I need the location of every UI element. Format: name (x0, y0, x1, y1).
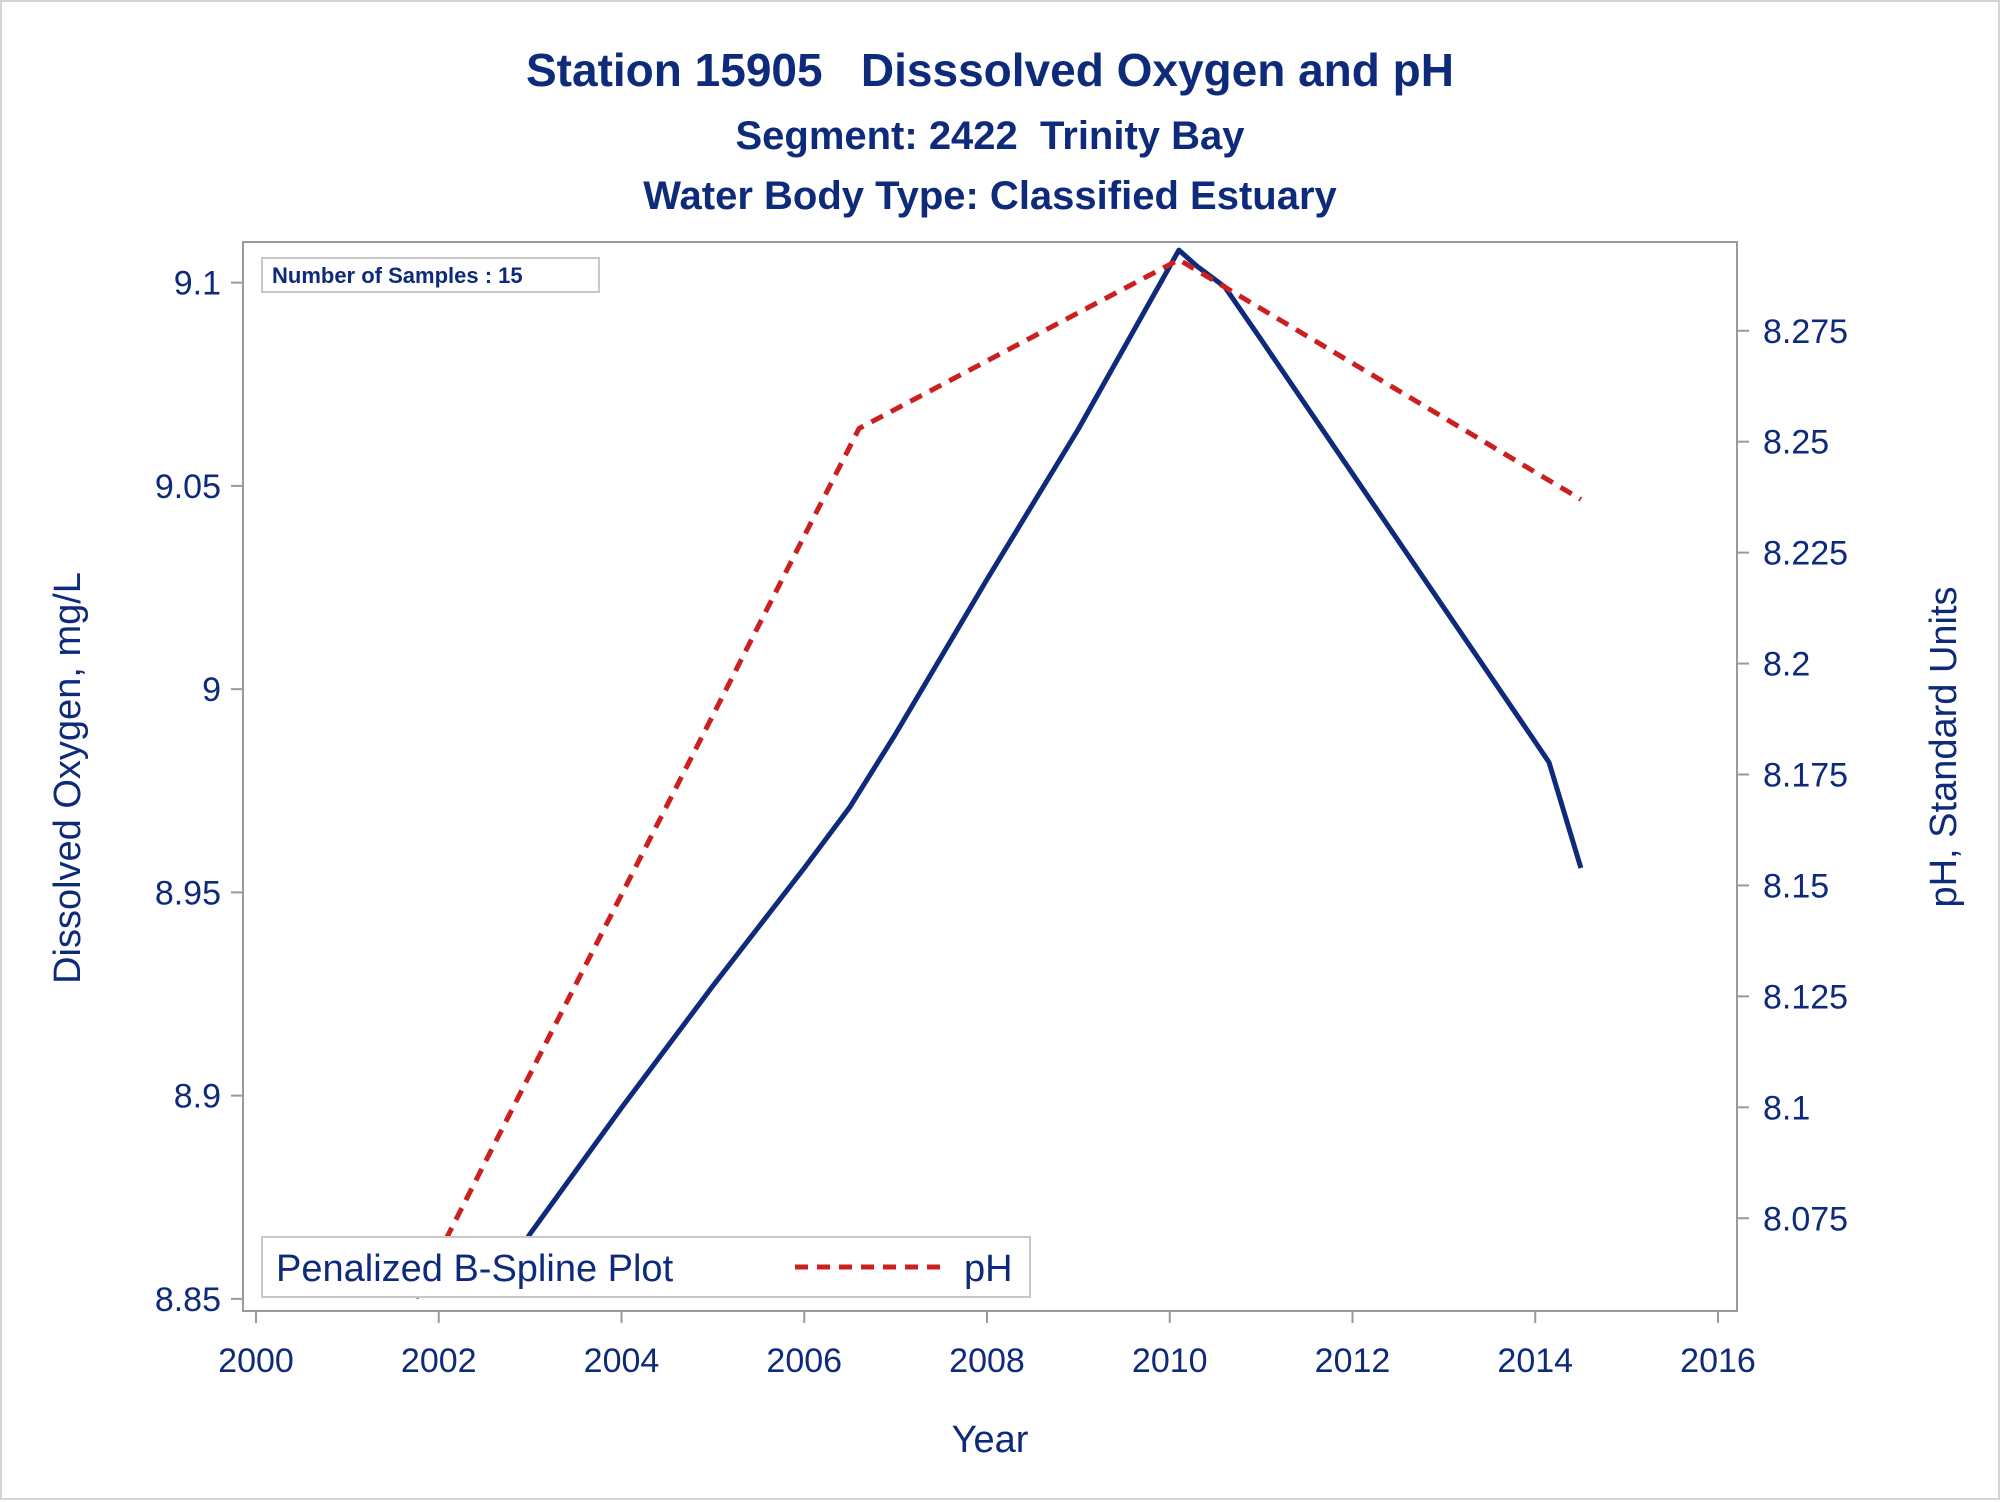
chart-subtitle: Segment: 2422 Trinity Bay (735, 114, 1245, 158)
x-tick-label: 2016 (1680, 1342, 1756, 1380)
y2-tick-label: 8.25 (1763, 424, 1829, 462)
y-tick-label: 9.1 (174, 265, 221, 303)
legend-label-ph: pH (964, 1248, 1013, 1290)
x-tick-label: 2014 (1497, 1342, 1573, 1380)
y2-tick-label: 8.225 (1763, 535, 1848, 573)
y2-tick-label: 8.15 (1763, 867, 1829, 905)
y-axis-label: Dissolved Oxygen, mg/L (47, 572, 89, 984)
x-tick-label: 2012 (1315, 1342, 1391, 1380)
x-axis-label: Year (952, 1419, 1029, 1461)
y-tick-label: 8.95 (155, 874, 221, 912)
x-tick-label: 2002 (401, 1342, 477, 1380)
y-tick-label: 8.85 (155, 1281, 221, 1319)
ph-series-line (413, 257, 1583, 1300)
x-tick-label: 2010 (1132, 1342, 1208, 1380)
y2-tick-label: 8.125 (1763, 978, 1848, 1016)
x-tick-label: 2006 (766, 1342, 842, 1380)
y2-tick-label: 8.2 (1763, 646, 1810, 684)
y-axis-ticks: 8.85 8.9 8.95 9 9.05 9.1 (155, 265, 243, 1319)
x-tick-label: 2004 (584, 1342, 660, 1380)
sample-count-text: Number of Samples : 15 (272, 263, 523, 288)
x-axis-ticks: 2000 2002 2004 2006 2008 2010 2012 2014 2016 (218, 1311, 1756, 1380)
sample-count-box (261, 257, 600, 293)
y2-axis-ticks: 8.075 8.1 8.125 8.15 8.175 8.2 8.225 8.25 8.275 (1737, 313, 1848, 1238)
y-tick-label: 9 (202, 671, 221, 709)
series-layer (413, 247, 1584, 1300)
x-tick-label: 2000 (218, 1342, 294, 1380)
y2-tick-label: 8.175 (1763, 757, 1848, 795)
x-tick-label: 2008 (949, 1342, 1025, 1380)
y2-tick-label: 8.1 (1763, 1089, 1810, 1127)
chart-subtitle-2: Water Body Type: Classified Estuary (643, 174, 1337, 218)
legend-box (261, 1236, 1031, 1298)
y2-tick-label: 8.275 (1763, 313, 1848, 351)
y2-axis-label: pH, Standard Units (1923, 586, 1965, 907)
y2-tick-label: 8.075 (1763, 1200, 1848, 1238)
legend-label-spline: Penalized B-Spline Plot (276, 1248, 674, 1290)
chart-title: Station 15905 Disssolved Oxygen and pH (526, 44, 1454, 96)
y-tick-label: 9.05 (155, 468, 221, 506)
y-tick-label: 8.9 (174, 1078, 221, 1116)
spline-series-line (415, 247, 1584, 1286)
legend: Penalized B-Spline Plot pH (261, 1236, 1031, 1298)
plot-area-border (242, 241, 1738, 1312)
